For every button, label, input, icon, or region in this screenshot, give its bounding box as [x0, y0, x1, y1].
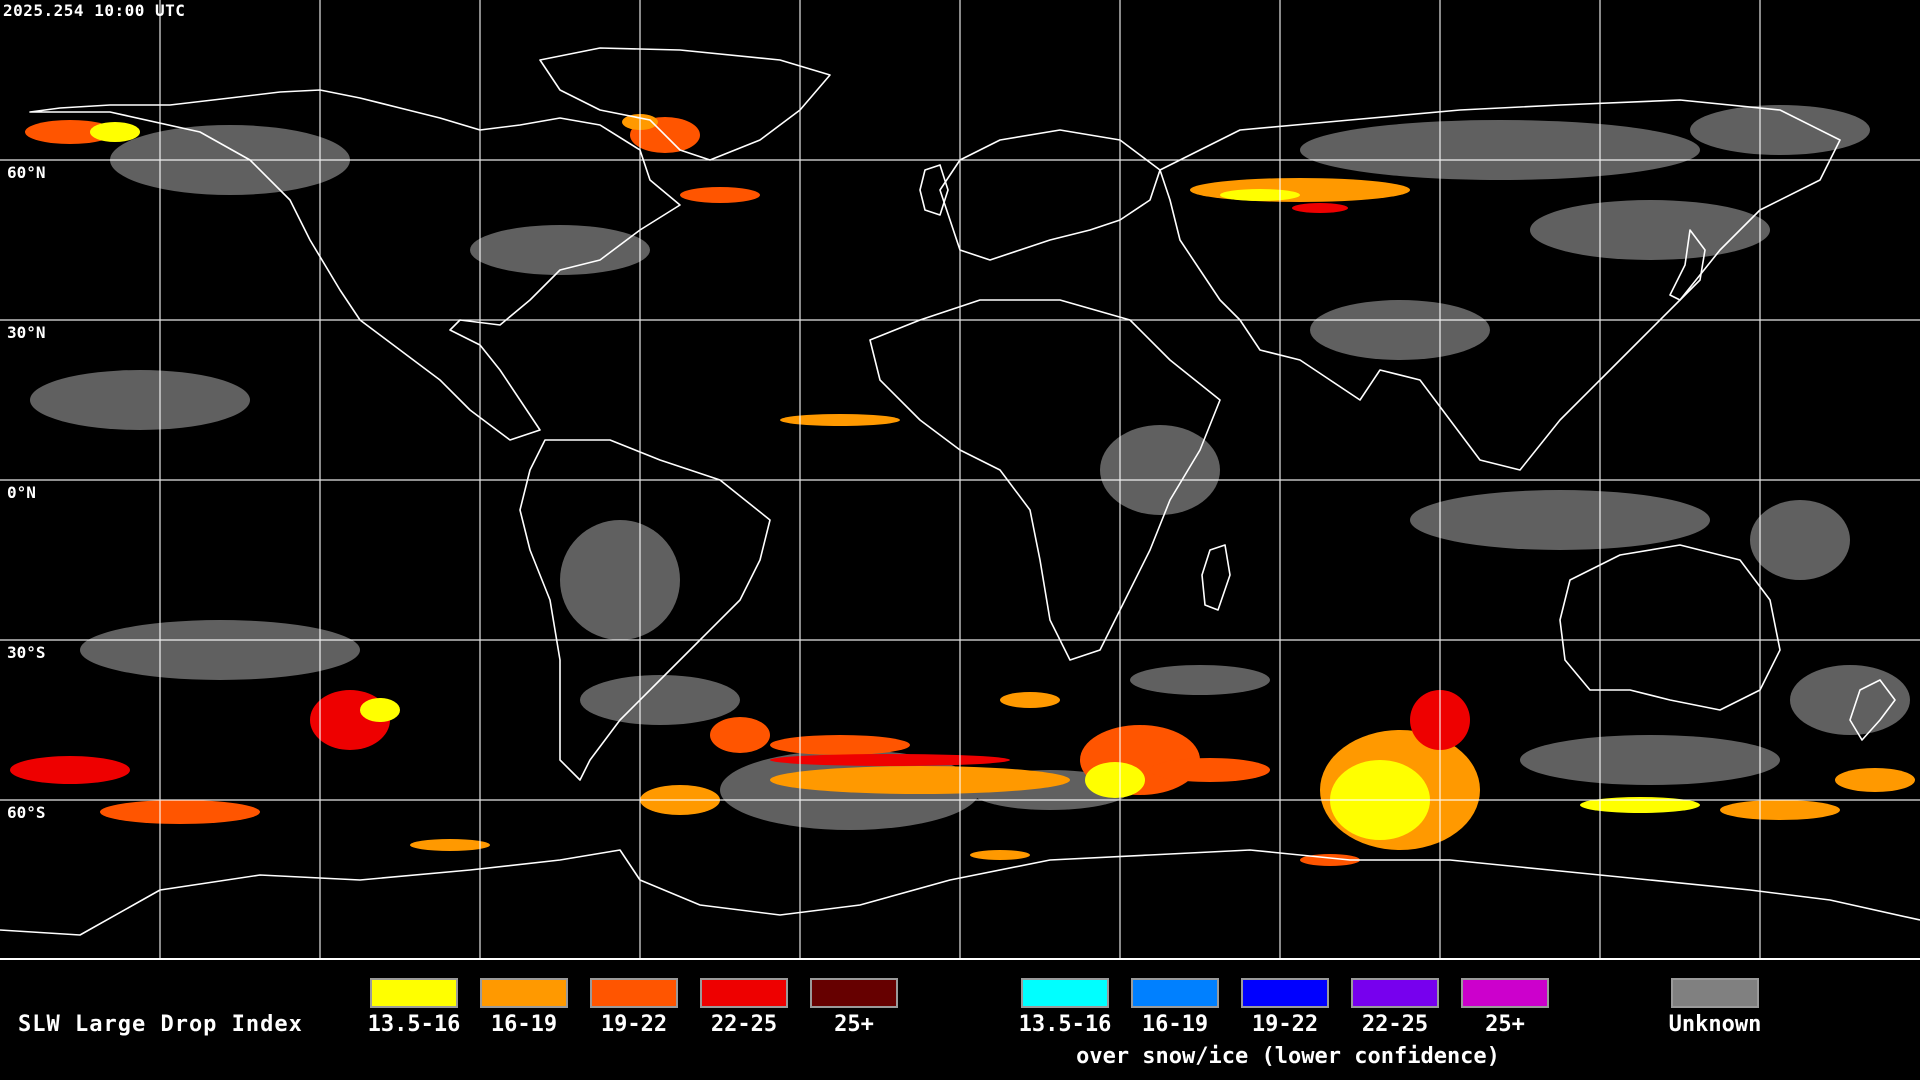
- legend-item-liquid-3: 19-22: [586, 978, 682, 1038]
- legend-label: 13.5-16: [367, 1012, 461, 1037]
- coast-south-america: [519, 439, 771, 781]
- legend-item-liquid-1: 13.5-16: [366, 978, 462, 1038]
- legend-swatch: [1131, 978, 1219, 1008]
- legend-swatch: [1241, 978, 1329, 1008]
- legend-swatch: [1461, 978, 1549, 1008]
- legend-item-liquid-2: 16-19: [476, 978, 572, 1038]
- lat-label-0n: 0°N: [7, 483, 36, 502]
- legend-swatch: [1671, 978, 1759, 1008]
- legend-item-snow-5: 25+: [1457, 978, 1553, 1038]
- lat-label-30n: 30°N: [7, 323, 46, 342]
- legend-swatch: [480, 978, 568, 1008]
- legend-swatch: [700, 978, 788, 1008]
- legend-label: 16-19: [490, 1012, 558, 1037]
- timestamp: 2025.254 10:00 UTC: [3, 1, 186, 20]
- legend-swatch: [370, 978, 458, 1008]
- legend-item-liquid-5: 25+: [806, 978, 902, 1038]
- legend-item-snow-1: 13.5-16: [1017, 978, 1113, 1038]
- legend-item-snow-4: 22-25: [1347, 978, 1443, 1038]
- coast-australia: [1559, 544, 1781, 711]
- coast-new-zealand: [1849, 679, 1896, 741]
- coast-north-america: [29, 89, 681, 441]
- legend-label: Unknown: [1668, 1012, 1762, 1037]
- coast-africa: [869, 299, 1221, 661]
- legend-label: 16-19: [1141, 1012, 1209, 1037]
- legend-item-unknown: Unknown: [1667, 978, 1763, 1038]
- snow-ice-caption: over snow/ice (lower confidence): [1076, 1044, 1500, 1069]
- map-area: 2025.254 10:00 UTC 60°N 30°N 0°N 30°S 60…: [0, 0, 1920, 958]
- legend-item-snow-3: 19-22: [1237, 978, 1333, 1038]
- legend-swatch: [810, 978, 898, 1008]
- coast-japan: [1669, 229, 1706, 301]
- coast-uk: [919, 164, 949, 216]
- legend-label: 25+: [834, 1012, 874, 1037]
- legend-swatch: [1351, 978, 1439, 1008]
- legend-swatch: [1021, 978, 1109, 1008]
- legend-label: 19-22: [1251, 1012, 1319, 1037]
- coast-greenland: [539, 47, 831, 161]
- legend-divider: [0, 958, 1920, 960]
- lat-label-30s: 30°S: [7, 643, 46, 662]
- legend-item-snow-2: 16-19: [1127, 978, 1223, 1038]
- legend: [0, 960, 1920, 1080]
- coast-antarctica: [0, 849, 1920, 936]
- legend-label: 13.5-16: [1018, 1012, 1112, 1037]
- coast-europe: [939, 129, 1161, 261]
- legend-label: 25+: [1485, 1012, 1525, 1037]
- coast-madagascar: [1201, 544, 1231, 611]
- legend-label: 22-25: [1361, 1012, 1429, 1037]
- coast-asia: [1159, 99, 1841, 471]
- lat-label-60n: 60°N: [7, 163, 46, 182]
- legend-item-liquid-4: 22-25: [696, 978, 792, 1038]
- unknown-cloud-layer: [30, 105, 1910, 830]
- coastlines: [0, 47, 1920, 936]
- legend-swatch: [590, 978, 678, 1008]
- legend-title: SLW Large Drop Index: [18, 1012, 303, 1037]
- legend-label: 22-25: [710, 1012, 778, 1037]
- lat-label-60s: 60°S: [7, 803, 46, 822]
- world-map: [0, 0, 1920, 958]
- legend-label: 19-22: [600, 1012, 668, 1037]
